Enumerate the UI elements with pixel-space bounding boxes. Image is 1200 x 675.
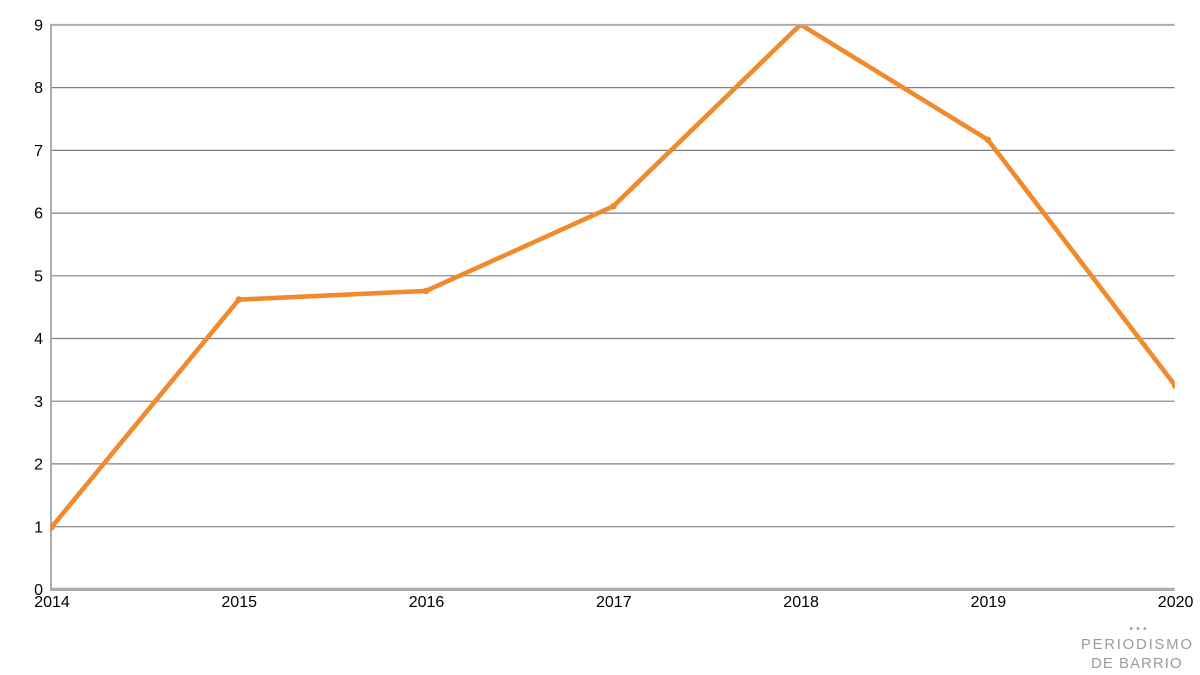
svg-text:8: 8: [34, 80, 43, 97]
svg-text:2: 2: [34, 457, 43, 474]
svg-text:2014: 2014: [34, 594, 70, 611]
svg-text:2018: 2018: [783, 594, 819, 611]
svg-text:PERIODISMO: PERIODISMO: [1081, 636, 1194, 653]
svg-text:2016: 2016: [409, 594, 445, 611]
svg-text:9: 9: [34, 18, 43, 35]
svg-text:1: 1: [34, 519, 43, 536]
svg-text:0: 0: [34, 582, 43, 599]
svg-text:5: 5: [34, 268, 43, 285]
svg-text:2020: 2020: [1158, 594, 1194, 611]
svg-text:2015: 2015: [221, 594, 257, 611]
svg-text:4: 4: [34, 331, 43, 348]
svg-text:3: 3: [34, 394, 43, 411]
svg-text:2017: 2017: [596, 594, 632, 611]
svg-text:6: 6: [34, 206, 43, 223]
svg-text:2019: 2019: [971, 594, 1007, 611]
svg-text:7: 7: [34, 143, 43, 160]
svg-text:DE BARRIO: DE BARRIO: [1091, 655, 1183, 672]
